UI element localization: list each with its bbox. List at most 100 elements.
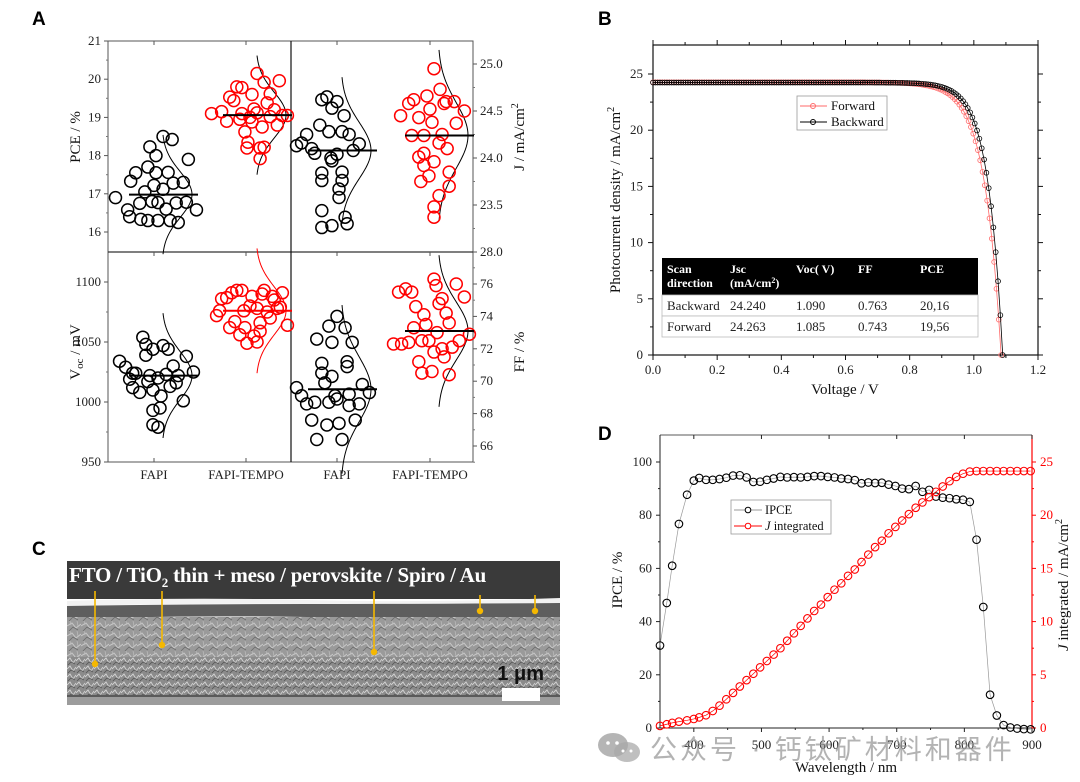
ff-tick-label: 70	[480, 373, 493, 388]
jv-point-backward	[983, 169, 990, 176]
data-point-j-integrated	[708, 706, 718, 716]
data-point-ipce	[836, 474, 846, 483]
scale-bar-label: 1 μm	[497, 663, 544, 685]
j-integrated-tick-label: 0	[1040, 720, 1047, 735]
j-data-point	[422, 169, 436, 183]
ff-data-point	[442, 367, 456, 382]
pce-tick-label: 17	[88, 186, 102, 201]
ff-data-point	[299, 397, 314, 411]
voc-data-point	[273, 300, 288, 314]
wavelength-tick-label: 500	[752, 737, 772, 752]
j-data-point	[433, 82, 447, 97]
legend-marker	[744, 522, 752, 530]
pce-data-point	[222, 90, 237, 104]
data-point-j-integrated	[978, 466, 988, 476]
pce-data-point	[165, 132, 179, 147]
ipce-tick-label: 60	[639, 560, 652, 575]
j-data-point	[412, 110, 426, 125]
data-point-ipce	[870, 478, 880, 488]
ff-data-point	[340, 355, 354, 369]
data-point-ipce	[809, 471, 819, 481]
ff-data-point	[404, 285, 419, 299]
pce-data-point	[204, 106, 219, 121]
pce-axis-title: PCE / %	[68, 111, 84, 163]
ff-data-point	[315, 356, 329, 371]
data-point-j-integrated	[1012, 466, 1022, 476]
ff-data-point	[439, 306, 453, 320]
data-point-ipce	[789, 472, 799, 482]
ff-data-point	[352, 397, 367, 411]
j-data-point	[442, 165, 456, 179]
ff-data-point	[415, 366, 429, 380]
j-data-point	[299, 127, 314, 142]
voc-data-point	[219, 290, 234, 305]
data-point-j-integrated	[945, 476, 954, 486]
j-data-point	[449, 116, 464, 130]
voc-axis-title: Voc / mV	[68, 324, 86, 380]
layer-marker-dot	[531, 607, 539, 615]
voc-data-point	[133, 385, 147, 400]
j-data-point	[313, 118, 327, 132]
j-data-point	[457, 104, 472, 118]
ipce-tick-label: 80	[639, 507, 652, 522]
data-point-j-integrated	[796, 621, 806, 631]
ff-tick-label: 66	[480, 438, 494, 453]
ff-data-point	[427, 272, 441, 286]
data-point-j-integrated	[769, 650, 778, 659]
table-header-cell: Voc( V)	[796, 262, 834, 276]
pce-data-point	[250, 106, 264, 120]
data-point-j-integrated	[992, 466, 1002, 476]
data-point-ipce	[857, 478, 866, 488]
j-integrated-tick-label: 20	[1040, 507, 1053, 522]
ipce-tick-label: 100	[633, 454, 653, 469]
pce-data-point	[253, 151, 267, 166]
data-point-j-integrated	[701, 710, 711, 720]
ff-data-point	[330, 392, 344, 406]
ff-data-point	[435, 291, 449, 306]
pce-tick-label: 16	[88, 224, 102, 239]
j-data-point	[427, 210, 441, 224]
data-point-ipce	[1012, 724, 1022, 733]
watermark-text: 公众号 · 钙钛矿材料和器件	[650, 735, 1015, 766]
data-point-ipce	[850, 475, 860, 485]
pce-data-point	[108, 190, 123, 205]
data-point-j-integrated	[762, 656, 772, 666]
pce-data-point	[171, 215, 185, 230]
data-point-ipce	[1006, 723, 1015, 732]
pce-data-point	[219, 114, 234, 128]
j-data-point	[315, 166, 329, 180]
ipce-legend: IPCE J integrated	[730, 499, 832, 535]
j-data-point	[447, 94, 461, 109]
voc-data-point	[139, 337, 153, 352]
jv-point-backward	[971, 120, 978, 127]
table-cell: 1.090	[796, 298, 825, 313]
panel-letter-b: B	[598, 9, 612, 30]
data-point-j-integrated	[655, 721, 665, 731]
jv-point-forward	[984, 197, 990, 204]
data-point-ipce	[782, 473, 792, 482]
voc-data-point	[280, 318, 295, 332]
j-data-point	[425, 115, 439, 130]
jv-point-forward	[986, 215, 993, 222]
sem-cross-section-image: FTO / TiO2 thin + meso / perovskite / Sp…	[67, 561, 560, 705]
series-line-j-integrated	[659, 470, 1031, 727]
data-point-j-integrated	[823, 592, 833, 602]
table-header-cell: Jsc	[730, 262, 747, 276]
j-data-point	[322, 124, 336, 139]
pce-data-point	[166, 176, 180, 190]
table-header-cell: (mA/cm2)	[730, 276, 779, 290]
j-data-point	[423, 102, 437, 116]
data-point-ipce	[762, 475, 772, 485]
ff-data-point	[412, 355, 426, 369]
voc-data-point	[240, 336, 254, 350]
current-tick-label: 25	[630, 66, 643, 81]
legend-label-forward: Forward	[831, 98, 876, 113]
data-point-j-integrated	[809, 606, 819, 616]
voc-tick-label: 1050	[75, 334, 101, 349]
sem-vacuum-region	[67, 561, 560, 599]
table-header-cell: PCE	[920, 262, 944, 276]
voc-data-point	[228, 314, 242, 329]
data-point-j-integrated	[999, 466, 1008, 476]
